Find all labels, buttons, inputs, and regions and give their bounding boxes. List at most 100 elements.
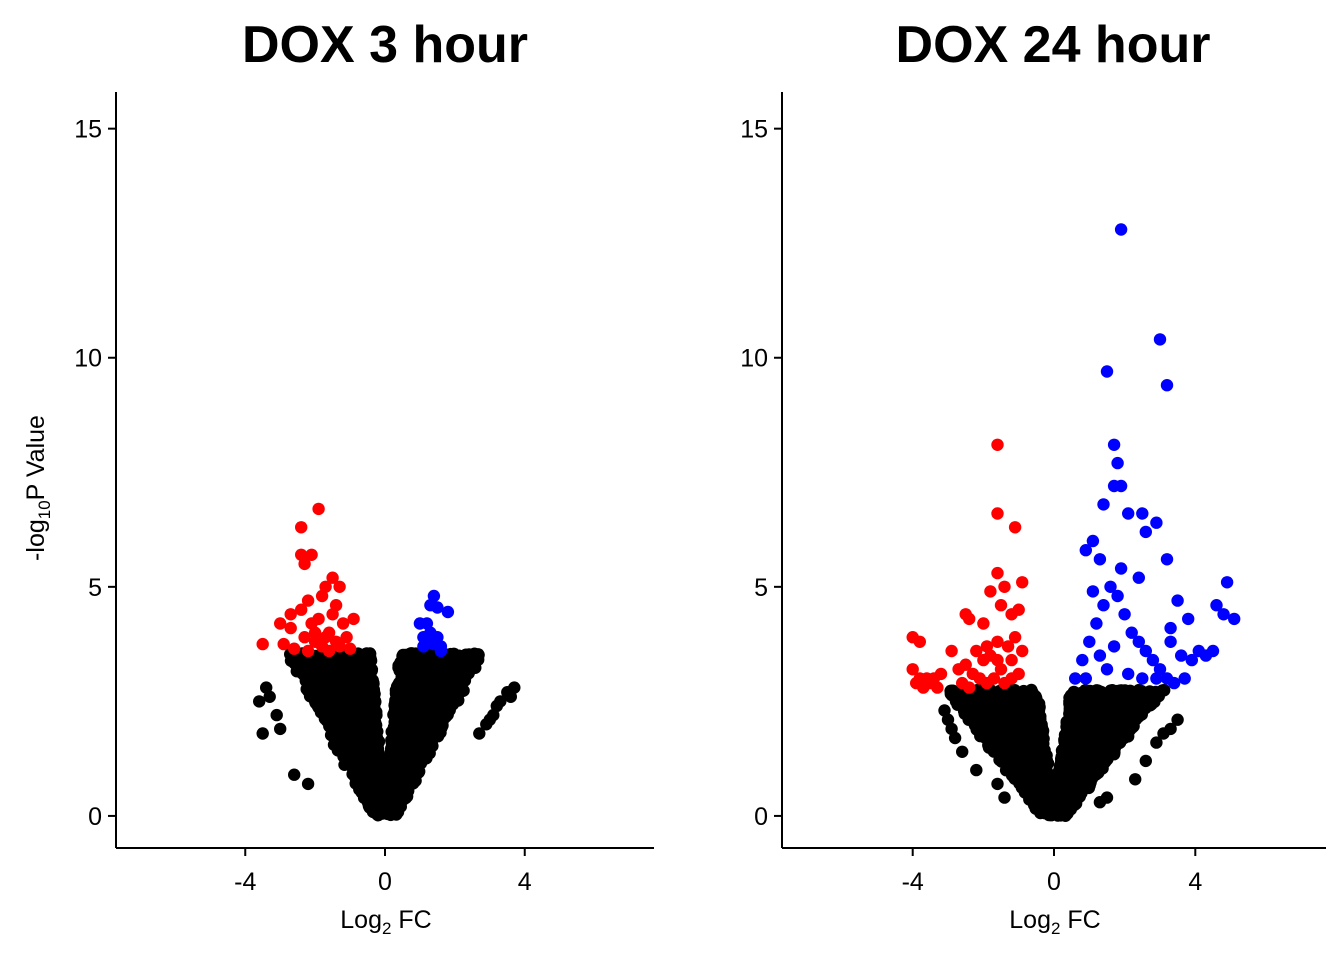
ns-point (288, 768, 301, 781)
down-point (305, 617, 318, 630)
non-significant-point (351, 758, 364, 771)
down-point (295, 603, 308, 616)
chart-title: DOX 3 hour (242, 16, 528, 74)
non-significant-point (356, 686, 370, 699)
non-significant-point (313, 666, 327, 679)
down-point (305, 548, 318, 561)
non-significant-point (421, 730, 434, 743)
down-point (256, 637, 269, 651)
up-point (434, 644, 448, 658)
non-significant-point (301, 676, 314, 689)
non-significant-point (390, 713, 403, 726)
down-point (326, 608, 339, 621)
non-significant-point (417, 651, 431, 665)
non-significant-point (371, 735, 384, 748)
non-significant-point (333, 650, 346, 663)
non-significant-point (337, 728, 350, 741)
down-point (333, 640, 346, 653)
up-point (422, 635, 435, 648)
volcano-panel-1: DOX 3 hour 0 5 10 15 -4 0 4 Log2 FC -log10P Value (22, 16, 654, 938)
non-significant-point (419, 703, 432, 717)
down-point (288, 642, 301, 655)
non-significant-point (450, 674, 463, 687)
up-point (431, 601, 444, 614)
non-significant-point (309, 683, 322, 696)
y-tick-label: 10 (74, 345, 102, 373)
non-significant-point (385, 760, 398, 773)
down-point (312, 502, 325, 516)
x-tick-label: 0 (378, 868, 392, 896)
ns-point (253, 695, 266, 708)
ns-point (483, 713, 496, 726)
down-point (298, 631, 311, 644)
non-significant-point (392, 698, 405, 711)
down-point (315, 589, 329, 603)
down-point (277, 637, 290, 651)
non-significant-point (344, 741, 358, 755)
non-significant-point (391, 769, 404, 783)
non-significant-point (400, 715, 414, 728)
ns-point (263, 690, 276, 703)
non-significant-point (317, 696, 330, 710)
non-significant-point (408, 653, 421, 667)
down-point (295, 521, 308, 534)
ns-point (274, 722, 287, 736)
non-significant-point (331, 707, 344, 720)
y-tick-label: 0 (88, 803, 102, 831)
non-significant-point (338, 758, 351, 771)
down-point (284, 608, 297, 621)
down-point (347, 612, 360, 626)
chart-title: DOX 24 hour (896, 16, 1211, 74)
down-point (298, 557, 311, 571)
y-axis-label: -log10P Value (22, 415, 54, 561)
down-point (333, 580, 346, 593)
down-point (301, 644, 315, 658)
data-points (253, 502, 521, 822)
y-tick-label: 5 (88, 574, 102, 602)
up-point (441, 605, 455, 619)
non-significant-point (390, 808, 403, 821)
non-significant-point (440, 675, 453, 688)
non-significant-point (428, 687, 442, 700)
down-point (284, 621, 297, 635)
data-points (906, 223, 1241, 822)
non-significant-point (439, 660, 453, 673)
non-significant-point (295, 659, 308, 673)
ns-point (473, 727, 486, 740)
down-point (274, 617, 287, 630)
non-significant-point (352, 657, 365, 671)
axes: 0 5 10 15 -4 0 4 (74, 92, 654, 896)
non-significant-point (407, 687, 420, 700)
down-point (301, 594, 315, 607)
non-significant-point (362, 758, 376, 772)
down-point (336, 617, 350, 630)
down-point (326, 571, 339, 584)
non-significant-point (412, 724, 425, 738)
non-significant-point (347, 723, 360, 736)
x-tick-label: 4 (518, 868, 532, 896)
x-tick-label: -4 (234, 868, 256, 896)
non-significant-point (467, 652, 480, 665)
down-point (308, 635, 322, 648)
non-significant-point (324, 666, 337, 679)
non-significant-point (359, 776, 372, 789)
non-significant-point (397, 730, 410, 743)
down-point (343, 642, 357, 655)
non-significant-point (370, 766, 383, 779)
ns-point (270, 708, 283, 722)
down-point (322, 644, 336, 658)
non-significant-point (337, 662, 350, 675)
non-significant-point (399, 777, 412, 790)
non-significant-point (430, 677, 443, 691)
non-significant-point (409, 764, 423, 778)
y-tick-label: 15 (74, 116, 102, 144)
ns-point (301, 777, 315, 791)
x-axis-label: Log2 FC (340, 906, 431, 938)
ns-point (504, 690, 517, 703)
non-significant-point (402, 750, 415, 764)
non-significant-point (396, 687, 409, 701)
non-significant-point (322, 683, 335, 696)
down-point (319, 631, 332, 644)
non-significant-point (359, 735, 372, 749)
